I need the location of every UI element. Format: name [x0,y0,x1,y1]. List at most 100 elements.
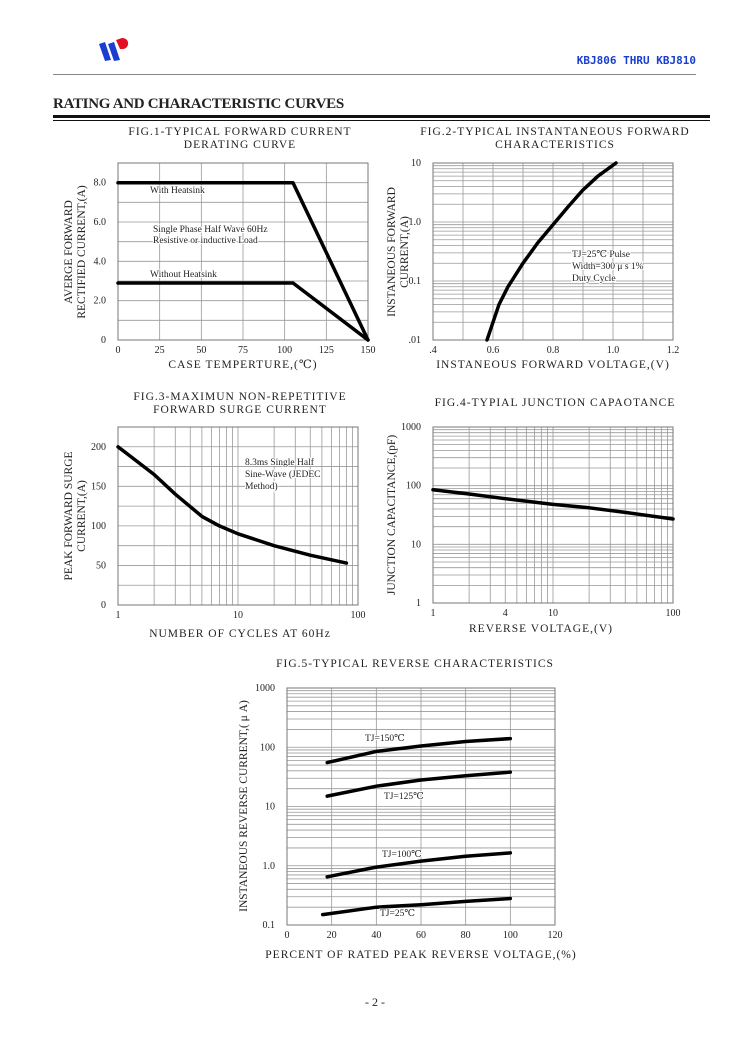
fig2-x-tick-label: 1.0 [607,345,620,356]
fig2-annotation: Width=300 μ s 1% [572,262,644,272]
fig5-x-tick-label: 80 [461,930,471,941]
fig2-annotation: TJ=25℃ Pulse [572,250,630,260]
fig3-x-tick-label: 10 [233,610,243,621]
fig2-title: FIG.2-TYPICAL INSTANTANEOUS FORWARD CHAR… [405,126,705,152]
fig1-x-tick-label: 50 [196,345,206,356]
fig3-title-line1: FIG.3-MAXIMUN NON-REPETITIVE [133,391,347,403]
fig1-title-line2: DERATING CURVE [183,139,297,151]
fig2-y-tick-label: 1.0 [409,217,422,228]
fig4-title: FIG.4-TYPIAL JUNCTION CAPAOTANCE [405,397,705,410]
fig5-x-tick-label: 0 [285,930,290,941]
fig1-x-tick-label: 0 [116,345,121,356]
fig1-series-without-heatsink [116,281,370,342]
fig5-series-tj-100- [325,851,513,879]
fig5-annotation: TJ=25℃ [380,909,415,919]
fig4-y-tick-label: 10 [411,539,421,550]
fig2-y-tick-label: 0.1 [409,276,422,287]
fig3-annotation: Sine-Wave (JEDEC [245,469,320,480]
fig3-plot-frame [117,426,359,606]
fig1-x-tick-label: 125 [319,345,334,356]
fig3-annotation: 8.3ms Single Half [245,457,315,468]
fig4-plot-frame [432,426,674,604]
fig3-y-tick-label: 50 [96,560,106,571]
fig3-y-tick-label: 150 [91,481,106,492]
fig5-plot-frame [286,687,556,926]
fig5-y-tick-label: 10 [265,802,275,813]
fig5-annotation: TJ=100℃ [382,850,422,860]
fig4-x-tick-label: 1 [431,608,436,619]
fig1-annotation: Without Heatsink [150,270,217,280]
fig3-y-tick-label: 200 [91,442,106,453]
fig1-annotation: Resistive or inductive Load [153,236,258,246]
fig4-y-axis-label: JUNCTION CAPACITANCE,(pF) [386,435,398,595]
fig1-plot-frame [117,162,369,341]
fig4-y-tick-label: 1 [416,598,421,609]
fig3-y-axis-label: PEAK FORWARD SURGE [63,451,75,580]
fig1-y-axis-label: RECTIFIED CURRENT,(A) [76,185,88,318]
fig5-x-tick-label: 40 [371,930,381,941]
fig2-plot-frame [432,162,674,341]
fig5-y-tick-label: 100 [260,742,275,753]
fig2-y-tick-label: 10 [411,158,421,169]
fig1-series-with-heatsink [116,180,370,342]
fig4-title-line1: FIG.4-TYPIAL JUNCTION CAPAOTANCE [434,397,676,409]
fig3-y-tick-label: 100 [91,521,106,532]
fig5-x-axis-label: PERCENT OF RATED PEAK REVERSE VOLTAGE,(%… [265,949,576,961]
fig4-x-tick-label: 4 [503,608,508,619]
section-rule-thick [53,115,710,118]
fig2-x-tick-label: .4 [429,345,437,356]
fig5-x-tick-label: 60 [416,930,426,941]
fig1-y-tick-label: 2.0 [94,296,107,307]
fig1-annotation: With Heatsink [150,186,205,196]
fig4-series-capacitance [431,488,675,521]
fig2-title-line1: FIG.2-TYPICAL INSTANTANEOUS FORWARD [420,126,690,138]
fig5-annotation: TJ=125℃ [384,792,424,802]
fig4-x-axis-label: REVERSE VOLTAGE,(V) [469,623,613,635]
fig1-title-line1: FIG.1-TYPICAL FORWARD CURRENT [128,126,352,138]
fig5-x-tick-label: 20 [327,930,337,941]
fig4-x-tick-label: 10 [548,608,558,619]
fig5-y-tick-label: 1.0 [263,861,276,872]
fig5-title-line1: FIG.5-TYPICAL REVERSE CHARACTERISTICS [276,658,554,670]
fig1-x-tick-label: 100 [277,345,292,356]
fig5-series-tj-25- [320,896,513,917]
fig1-y-tick-label: 4.0 [94,256,107,267]
fig2-title-line2: CHARACTERISTICS [495,139,615,151]
fig3-title-line2: FORWARD SURGE CURRENT [153,404,327,416]
fig3-annotation: Method) [245,481,278,492]
fig5-series-tj-125- [325,770,513,798]
fig4-y-tick-label: 100 [406,481,421,492]
fig1-y-tick-label: 8.0 [94,178,107,189]
fig3-x-tick-label: 100 [351,610,366,621]
fig1-x-tick-label: 25 [155,345,165,356]
fig1-y-tick-label: 6.0 [94,217,107,228]
fig5-annotation: TJ=150℃ [365,734,405,744]
fig2-x-axis-label: INSTANEOUS FORWARD VOLTAGE,(V) [436,359,670,371]
fig1-x-tick-label: 150 [361,345,376,356]
fig2-series-tj-25- [485,161,618,342]
fig2-annotation: Duty Cycle [572,274,616,284]
fig3-y-tick-label: 0 [101,600,106,611]
fig5-x-tick-label: 100 [503,930,518,941]
fig3-series-8-3ms-single-half-sine-wave [116,445,349,565]
fig1-x-axis-label: CASE TEMPERTURE,(℃) [168,359,317,371]
fig2-x-tick-label: 0.8 [547,345,560,356]
fig1-title: FIG.1-TYPICAL FORWARD CURRENT DERATING C… [100,126,380,152]
fig2-y-axis-label: CURRENT,(A) [399,216,411,288]
fig5-y-tick-label: 0.1 [263,920,276,931]
fig4-x-tick-label: 100 [666,608,681,619]
fig3-y-axis-label: CURRENT,(A) [76,480,88,552]
company-logo [99,38,129,61]
fig3-x-axis-label: NUMBER OF CYCLES AT 60Hz [149,628,331,640]
fig5-title: FIG.5-TYPICAL REVERSE CHARACTERISTICS [230,658,600,671]
fig5-x-tick-label: 120 [548,930,563,941]
section-rule-thin [53,120,710,121]
fig3-title: FIG.3-MAXIMUN NON-REPETITIVE FORWARD SUR… [100,391,380,417]
fig2-y-axis-label: INSTANEOUS FORWARD [386,187,398,317]
fig2-x-tick-label: 1.2 [667,345,680,356]
fig1-x-tick-label: 75 [238,345,248,356]
fig1-y-tick-label: 0 [101,335,106,346]
fig2-y-tick-label: .01 [409,335,422,346]
fig5-y-tick-label: 1000 [255,683,275,694]
